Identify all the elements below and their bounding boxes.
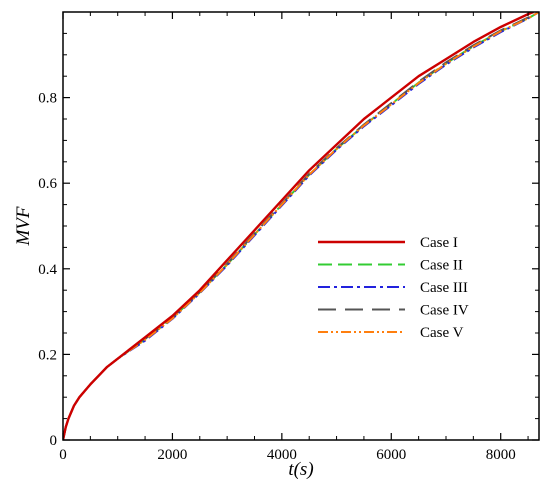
x-axis-title: t(s) xyxy=(288,459,313,480)
y-tick-label: 0 xyxy=(50,433,58,449)
series-line-2 xyxy=(63,12,539,440)
y-tick-label: 0.2 xyxy=(38,347,57,363)
legend-label-5: Case V xyxy=(420,325,464,341)
legend-label-3: Case III xyxy=(420,280,468,296)
plot-frame xyxy=(62,11,540,441)
x-tick-label: 6000 xyxy=(376,447,406,463)
plot-lines xyxy=(63,12,539,440)
x-tick-label: 2000 xyxy=(157,447,187,463)
x-tick-label: 4000 xyxy=(267,447,297,463)
x-tick-label: 8000 xyxy=(486,447,516,463)
series-line-1 xyxy=(63,12,534,440)
y-axis-title: MVF xyxy=(13,206,34,246)
legend-label-2: Case II xyxy=(420,258,463,274)
legend: Case I Case II Case III Case IV Case V xyxy=(318,235,469,341)
series-line-5 xyxy=(63,12,539,440)
x-tick-label: 0 xyxy=(59,447,67,463)
y-tick-label: 0.4 xyxy=(38,262,57,278)
y-tick-label: 0.6 xyxy=(38,176,57,192)
axes: 0 2000 4000 6000 8000 0 0.2 0.4 0.6 0.8 xyxy=(38,11,540,463)
series-line-4 xyxy=(63,12,539,440)
y-tick-label: 0.8 xyxy=(38,91,57,107)
legend-label-4: Case IV xyxy=(420,303,469,319)
legend-label-1: Case I xyxy=(420,235,458,251)
series-line-3 xyxy=(63,12,539,440)
